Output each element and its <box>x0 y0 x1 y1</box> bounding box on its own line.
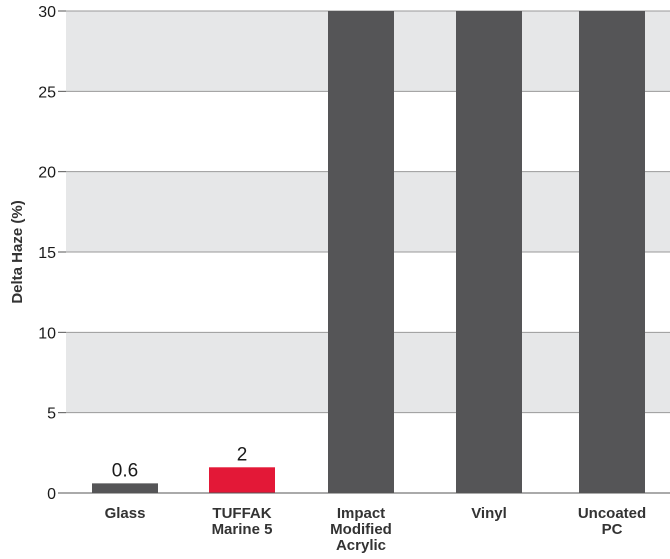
y-tick-label: 15 <box>38 245 56 262</box>
data-labels: 0.62 <box>112 444 248 481</box>
x-category-label: Glass <box>105 505 146 522</box>
y-tick-label: 25 <box>38 84 56 101</box>
y-tick-label: 10 <box>38 325 56 342</box>
bar <box>92 483 158 493</box>
data-label: 0.6 <box>112 460 138 481</box>
data-label: 2 <box>237 444 248 465</box>
y-tick-label: 30 <box>38 4 56 21</box>
bar <box>209 467 275 493</box>
x-category-label: Impact Modified Acrylic <box>330 505 392 554</box>
x-category-label: TUFFAK Marine 5 <box>212 505 273 538</box>
y-axis-label: Delta Haze (%) <box>9 200 26 303</box>
y-tick-label: 5 <box>47 406 56 423</box>
y-tick-label: 20 <box>38 165 56 182</box>
y-tick-label: 0 <box>47 486 56 503</box>
bar <box>456 11 522 493</box>
x-category-label: Vinyl <box>471 505 507 522</box>
bar <box>579 11 645 493</box>
x-category-label: Uncoated PC <box>578 505 646 538</box>
bars <box>92 11 645 493</box>
y-axis-ticks: 0 5 10 15 20 25 30 <box>38 4 56 503</box>
bar <box>328 11 394 493</box>
x-axis-categories: Glass TUFFAK Marine 5 Impact Modified Acrylic… <box>105 505 647 554</box>
